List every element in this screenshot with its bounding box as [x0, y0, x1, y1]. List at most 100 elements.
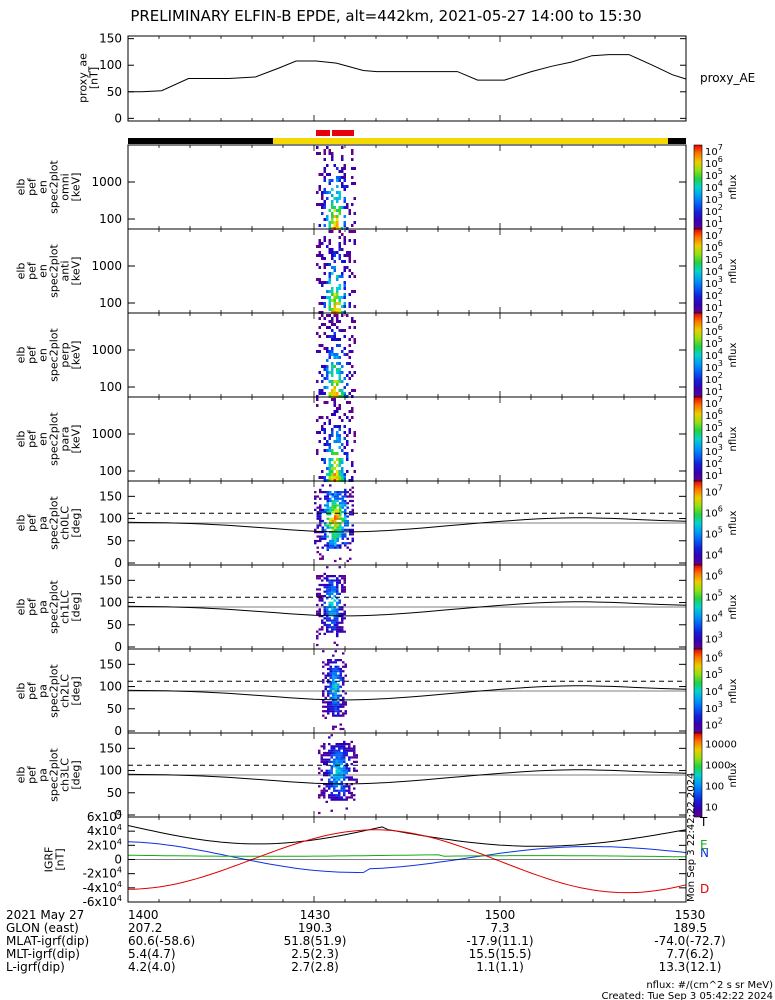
spec_omni-pixel [351, 149, 354, 152]
spec_omni-pixel [346, 206, 349, 209]
spec_para-pixel [346, 452, 349, 455]
spec_para-pixel [336, 464, 339, 467]
pa_ch2-pixel [342, 670, 345, 673]
pa_ch0-pixel [316, 515, 319, 518]
pa_ch3-pixel [323, 789, 326, 792]
spec_omni-pixel [318, 188, 321, 191]
pa_ch2-pixel [337, 714, 340, 717]
spec_perp-pixel [341, 329, 344, 332]
spec_para-pixel [328, 473, 331, 476]
spec_anti-pixel [328, 299, 331, 302]
pa_ch1-pixel [336, 619, 339, 622]
igrf-side-stamp: Mon Sep 3 22:42:22 2024 [686, 773, 697, 902]
pa_ch0-pixel [326, 513, 329, 516]
pa_ch1-pixel [318, 597, 321, 600]
pa_ch0-pixel [331, 546, 334, 549]
spec_perp-pixel [348, 362, 351, 365]
pa_ch3-pixel [348, 749, 351, 752]
pa_ch3-pixel [350, 763, 353, 766]
pa_ch1-pixel [321, 621, 324, 624]
pa_ch2-pixel [329, 701, 332, 704]
spec_para-pixel [333, 425, 336, 428]
pa_ch1-pixel [331, 626, 334, 629]
spec_perp-pixel [338, 371, 341, 374]
pa_ch0-pixel [334, 542, 337, 545]
pa_ch0-pixel [341, 511, 344, 514]
spec_anti-pixel [341, 233, 344, 236]
spec_perp-pixel [323, 386, 326, 389]
spec_omni-pixel [326, 146, 329, 149]
pa_ch0-pixel [324, 497, 327, 500]
pa_ch3-pixel [330, 765, 333, 768]
pa_ch1-pixel [336, 590, 339, 593]
pa_ch3-pixel [330, 791, 333, 795]
spec_omni-pixel [331, 215, 334, 218]
pa_ch1-pixel [336, 586, 339, 589]
pa_ch0-pixel [324, 495, 327, 498]
spec_para-pixel [338, 434, 341, 437]
pa_ch0-pixel [349, 493, 352, 496]
colorbar-tick-pa_ch3: 10 [705, 803, 718, 814]
pa_ch3-pixel [320, 789, 323, 792]
spec_omni-pixel [331, 152, 334, 155]
spec_para-pixel [316, 449, 319, 452]
spec_para-frame [127, 396, 687, 482]
pa_ch2-pixel [337, 705, 340, 708]
pa_ch2-pixel [332, 676, 335, 679]
spec_anti-pixel [321, 254, 324, 257]
pa_ch2-ytick-label: 100 [99, 680, 122, 694]
pa_ch3-pixel [348, 756, 351, 759]
pa_ch3-pixel [323, 743, 326, 746]
spec_omni-pixel [328, 209, 331, 212]
spec_para-pixel [326, 449, 329, 452]
spec_para-pixel [328, 458, 331, 461]
pa_ch3-loss-cone-line [127, 769, 687, 785]
pa_ch2-pixel [332, 705, 335, 708]
spec_anti-pixel [348, 230, 351, 233]
pa_ch1-pixel [331, 579, 334, 582]
pa_ch1-pixel [318, 583, 321, 587]
spec_para-ylabel-0: elb [15, 431, 28, 448]
footer-cell: 1400 [128, 908, 159, 922]
spec_omni-pixel [328, 221, 331, 224]
spec_para-pixel [328, 470, 331, 473]
pa_ch3-pixel [355, 778, 358, 781]
pa_ch2-pixel [337, 665, 340, 668]
pa_ch3-pixel [318, 767, 321, 770]
spec_para-pixel [333, 410, 336, 413]
pa_ch3-pixel [328, 787, 331, 790]
pa_ch0-pixel [341, 537, 344, 540]
spec_anti-pixel [318, 239, 321, 242]
pa_ch2-pixel [327, 681, 330, 684]
pa_ch3-pixel [335, 765, 338, 768]
pa_ch1-pixel [323, 612, 326, 615]
pa_ch0-pixel [321, 531, 324, 534]
pa_ch0-pixel [339, 546, 342, 549]
spec_para-pixel [316, 452, 319, 455]
pa_ch3-pixel [325, 751, 328, 755]
pa_ch0-ytick-label: 100 [99, 512, 122, 526]
pa_ch1-pixel [323, 595, 326, 598]
pa_ch3-pixel [338, 747, 341, 750]
spec_omni-pixel [321, 194, 324, 197]
pa_ch2-pixel [332, 683, 335, 686]
pa_ch0-pixel [331, 519, 334, 523]
spec_anti-pixel [333, 296, 336, 299]
spec_omni-pixel [338, 209, 341, 212]
spec_anti-pixel [343, 293, 346, 296]
pa_ch0-pixel [334, 537, 337, 540]
pa_ch3-pixel [325, 760, 328, 763]
pa_ch1-pixel [331, 603, 334, 607]
spec_para-pixel [321, 470, 324, 473]
pa_ch0-pixel [321, 528, 324, 531]
pa_ch0-pixel [351, 528, 354, 531]
pa_ch2-pixel [322, 650, 325, 653]
pa_ch0-ylabel-4: ch0LC [59, 506, 72, 540]
spec_para-pixel [333, 467, 336, 470]
pa_ch2-pixel [337, 694, 340, 697]
spec_perp-pixel [326, 365, 329, 368]
pa_ch3-pixel [343, 756, 346, 759]
pa_ch1-pixel [343, 617, 346, 620]
spec_perp-pixel [346, 374, 349, 377]
pa_ch0-pixel [336, 511, 339, 514]
